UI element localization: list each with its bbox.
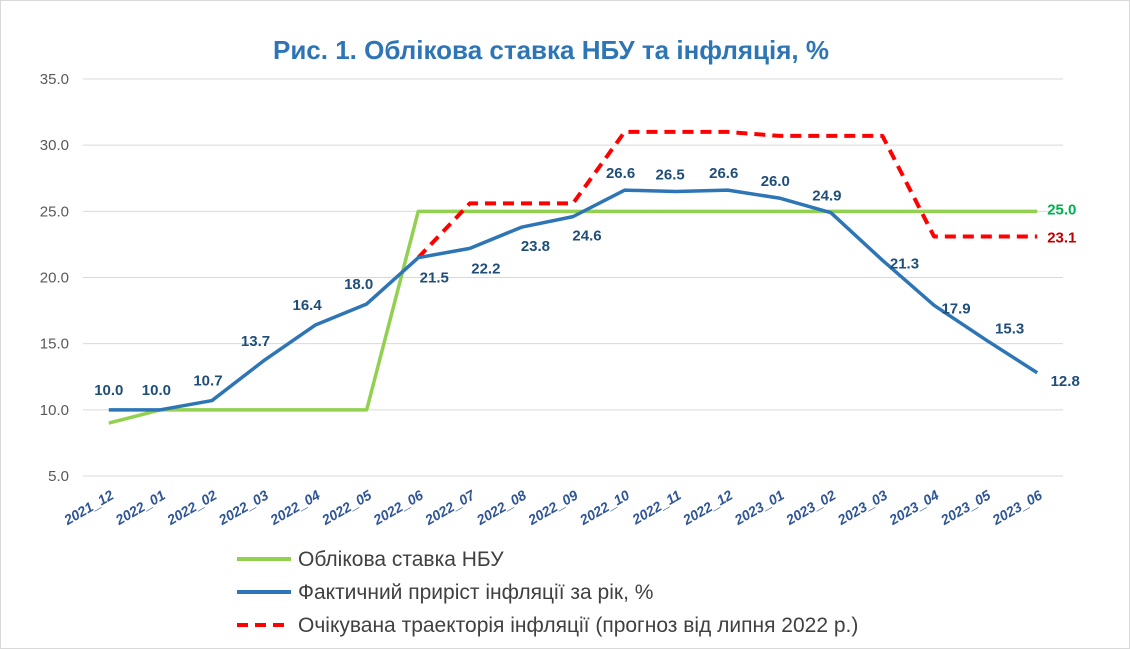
x-tick-label: 2022_08 (473, 487, 529, 529)
x-tick-label: 2022_11 (628, 487, 683, 528)
data-label: 16.4 (293, 297, 323, 314)
x-tick-label: 2021_12 (60, 487, 116, 529)
x-tick-label: 2023_03 (834, 487, 890, 529)
x-tick-label: 2023_01 (731, 487, 787, 529)
y-tick-label: 20.0 (40, 270, 69, 287)
data-label: 23.8 (521, 238, 550, 255)
x-tick-label: 2022_05 (318, 487, 374, 529)
data-label: 26.5 (656, 166, 685, 183)
data-label: 18.0 (344, 276, 373, 293)
data-label: 24.9 (812, 188, 841, 205)
data-label: 22.2 (471, 260, 500, 277)
data-label: 26.0 (761, 173, 790, 190)
end-label-forecast: 23.1 (1047, 229, 1076, 246)
x-tick-label: 2022_10 (576, 487, 632, 529)
x-tick-label: 2023_02 (782, 487, 838, 529)
x-tick-label: 2023_04 (885, 487, 941, 529)
gridlines (83, 78, 1063, 477)
data-label: 13.7 (241, 333, 270, 350)
data-label: 10.0 (142, 382, 171, 399)
series-line-1 (108, 188, 1039, 412)
data-label: 21.5 (420, 270, 449, 287)
x-tick-label: 2022_02 (163, 487, 219, 529)
data-label: 10.0 (94, 382, 123, 399)
x-tick-label: 2022_03 (215, 487, 271, 529)
x-tick-label: 2022_04 (267, 487, 323, 529)
x-tick-label: 2023_05 (937, 487, 993, 529)
series-lines (108, 129, 1039, 425)
data-label: 26.6 (709, 165, 738, 182)
data-label: 26.6 (606, 165, 635, 182)
y-tick-label: 30.0 (40, 137, 69, 154)
y-axis: 5.0 10.0 15.0 20.0 25.0 30.0 35.0 (40, 71, 69, 485)
x-tick-label: 2022_06 (370, 487, 426, 529)
x-tick-label: 2023_06 (989, 487, 1045, 529)
end-label-rate: 25.0 (1047, 201, 1076, 218)
legend: Облікова ставка НБУ Фактичний приріст інф… (237, 548, 858, 637)
y-tick-label: 15.0 (40, 336, 69, 353)
data-label: 21.3 (890, 255, 919, 272)
x-tick-label: 2022_12 (679, 487, 735, 529)
data-label: 15.3 (995, 321, 1024, 338)
data-label: 12.8 (1051, 373, 1080, 390)
legend-label-1: Фактичний приріст інфляції за рік, % (298, 581, 653, 604)
y-tick-label: 5.0 (48, 468, 69, 485)
x-tick-label: 2022_07 (421, 486, 478, 528)
series-line-2 (416, 129, 1038, 260)
data-label: 17.9 (941, 300, 970, 317)
y-tick-label: 10.0 (40, 402, 69, 419)
chart-title: Рис. 1. Облікова ставка НБУ та інфляція,… (273, 35, 829, 65)
data-label: 24.6 (572, 228, 601, 245)
legend-label-0: Облікова ставка НБУ (298, 548, 504, 571)
x-axis: 2021_122022_012022_022022_032022_042022_… (60, 486, 1045, 528)
x-tick-label: 2022_09 (524, 487, 580, 529)
x-tick-label: 2022_01 (112, 487, 168, 529)
legend-label-2: Очікувана траекторія інфляції (прогноз в… (298, 614, 858, 637)
data-labels: 10.0 10.0 10.7 13.7 16.4 18.0 21.5 22.2 23.8 24.6… (94, 165, 1080, 399)
y-tick-label: 35.0 (40, 71, 69, 88)
data-label: 10.7 (193, 373, 222, 390)
y-tick-label: 25.0 (40, 203, 69, 220)
